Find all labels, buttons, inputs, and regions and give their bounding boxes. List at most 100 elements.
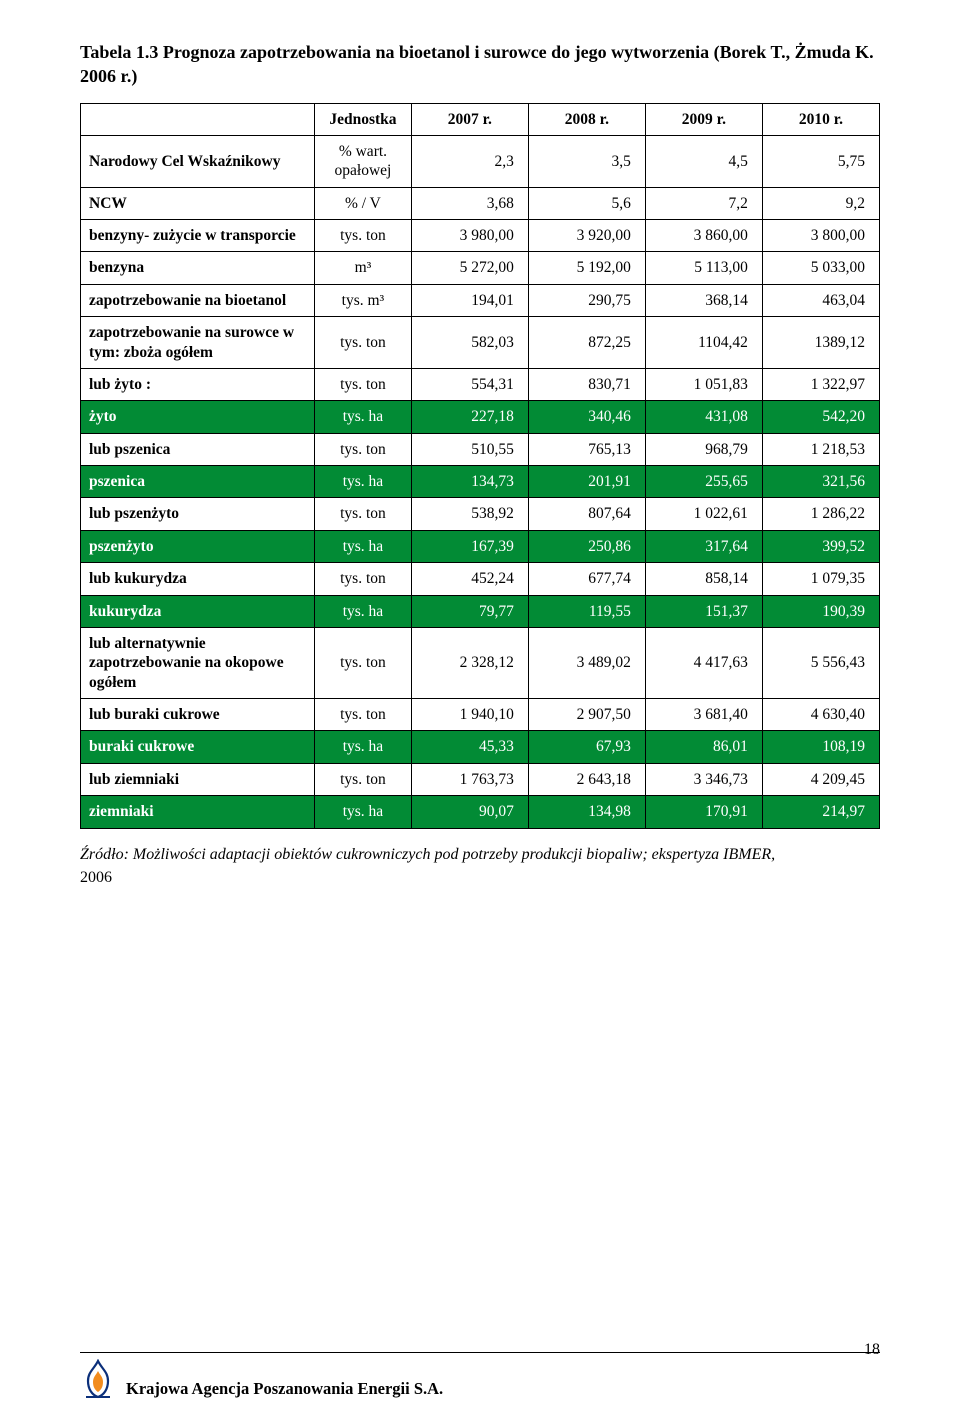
- row-label: lub buraki cukrowe: [81, 699, 315, 731]
- row-unit: tys. ton: [315, 368, 412, 400]
- row-value: 2 328,12: [411, 627, 528, 698]
- row-label: benzyna: [81, 252, 315, 284]
- row-value: 2,3: [411, 135, 528, 187]
- row-label: żyto: [81, 401, 315, 433]
- row-value: 5 556,43: [762, 627, 879, 698]
- row-value: 968,79: [645, 433, 762, 465]
- row-value: 167,39: [411, 530, 528, 562]
- table-row: benzynam³5 272,005 192,005 113,005 033,0…: [81, 252, 880, 284]
- row-value: 86,01: [645, 731, 762, 763]
- row-value: 321,56: [762, 466, 879, 498]
- row-value: 807,64: [528, 498, 645, 530]
- row-value: 134,73: [411, 466, 528, 498]
- row-value: 5 192,00: [528, 252, 645, 284]
- row-value: 1 286,22: [762, 498, 879, 530]
- row-label: Narodowy Cel Wskaźnikowy: [81, 135, 315, 187]
- row-label: ziemniaki: [81, 796, 315, 828]
- row-value: 214,97: [762, 796, 879, 828]
- row-value: 1 218,53: [762, 433, 879, 465]
- row-unit: % wart. opałowej: [315, 135, 412, 187]
- row-unit: % / V: [315, 187, 412, 219]
- row-unit: tys. ha: [315, 796, 412, 828]
- row-value: 108,19: [762, 731, 879, 763]
- row-value: 463,04: [762, 284, 879, 316]
- row-value: 119,55: [528, 595, 645, 627]
- row-label: buraki cukrowe: [81, 731, 315, 763]
- table-row: pszenżytotys. ha167,39250,86317,64399,52: [81, 530, 880, 562]
- row-value: 201,91: [528, 466, 645, 498]
- row-value: 1 322,97: [762, 368, 879, 400]
- row-value: 67,93: [528, 731, 645, 763]
- row-value: 5 113,00: [645, 252, 762, 284]
- row-unit: tys. ton: [315, 317, 412, 369]
- row-value: 1104,42: [645, 317, 762, 369]
- row-unit: tys. ton: [315, 563, 412, 595]
- row-unit: tys. ton: [315, 763, 412, 795]
- row-label: lub pszenica: [81, 433, 315, 465]
- row-value: 677,74: [528, 563, 645, 595]
- table-row: zapotrzebowanie na surowce w tym: zboża …: [81, 317, 880, 369]
- row-label: lub żyto :: [81, 368, 315, 400]
- row-value: 3,68: [411, 187, 528, 219]
- source-note: Źródło: Możliwości adaptacji obiektów cu…: [80, 843, 880, 889]
- row-value: 542,20: [762, 401, 879, 433]
- table-title: Tabela 1.3 Prognoza zapotrzebowania na b…: [80, 40, 880, 89]
- row-unit: tys. ton: [315, 699, 412, 731]
- row-value: 368,14: [645, 284, 762, 316]
- table-row: benzyny- zużycie w transporcietys. ton3 …: [81, 220, 880, 252]
- table-row: lub żyto :tys. ton554,31830,711 051,831 …: [81, 368, 880, 400]
- footer-divider: [80, 1352, 880, 1353]
- row-value: 170,91: [645, 796, 762, 828]
- header-year-2009: 2009 r.: [645, 103, 762, 135]
- row-value: 194,01: [411, 284, 528, 316]
- row-value: 134,98: [528, 796, 645, 828]
- row-value: 4 209,45: [762, 763, 879, 795]
- row-label: lub kukurydza: [81, 563, 315, 595]
- row-unit: m³: [315, 252, 412, 284]
- row-value: 452,24: [411, 563, 528, 595]
- table-row: lub pszenicatys. ton510,55765,13968,791 …: [81, 433, 880, 465]
- row-value: 151,37: [645, 595, 762, 627]
- row-value: 1 079,35: [762, 563, 879, 595]
- row-value: 872,25: [528, 317, 645, 369]
- row-value: 5,6: [528, 187, 645, 219]
- table-row: kukurydzatys. ha79,77119,55151,37190,39: [81, 595, 880, 627]
- row-value: 830,71: [528, 368, 645, 400]
- row-unit: tys. ha: [315, 595, 412, 627]
- header-unit: Jednostka: [315, 103, 412, 135]
- row-value: 5,75: [762, 135, 879, 187]
- row-value: 4 630,40: [762, 699, 879, 731]
- row-value: 4,5: [645, 135, 762, 187]
- forecast-table: Jednostka 2007 r. 2008 r. 2009 r. 2010 r…: [80, 103, 880, 829]
- row-value: 340,46: [528, 401, 645, 433]
- row-value: 554,31: [411, 368, 528, 400]
- row-value: 3,5: [528, 135, 645, 187]
- row-value: 45,33: [411, 731, 528, 763]
- table-row: żytotys. ha227,18340,46431,08542,20: [81, 401, 880, 433]
- row-label: lub ziemniaki: [81, 763, 315, 795]
- table-row: lub pszenżytotys. ton538,92807,641 022,6…: [81, 498, 880, 530]
- table-row: buraki cukrowetys. ha45,3367,9386,01108,…: [81, 731, 880, 763]
- table-row: lub ziemniakitys. ton1 763,732 643,183 3…: [81, 763, 880, 795]
- header-year-2010: 2010 r.: [762, 103, 879, 135]
- row-value: 1389,12: [762, 317, 879, 369]
- row-label: lub pszenżyto: [81, 498, 315, 530]
- row-value: 255,65: [645, 466, 762, 498]
- row-value: 7,2: [645, 187, 762, 219]
- row-unit: tys. ha: [315, 731, 412, 763]
- row-value: 399,52: [762, 530, 879, 562]
- row-label: benzyny- zużycie w transporcie: [81, 220, 315, 252]
- row-value: 79,77: [411, 595, 528, 627]
- row-label: pszenżyto: [81, 530, 315, 562]
- flame-icon: [80, 1359, 116, 1399]
- row-label: lub alternatywnie zapotrzebowanie na oko…: [81, 627, 315, 698]
- row-value: 582,03: [411, 317, 528, 369]
- row-value: 227,18: [411, 401, 528, 433]
- row-value: 3 489,02: [528, 627, 645, 698]
- row-value: 5 033,00: [762, 252, 879, 284]
- row-unit: tys. ha: [315, 401, 412, 433]
- row-label: zapotrzebowanie na surowce w tym: zboża …: [81, 317, 315, 369]
- row-value: 250,86: [528, 530, 645, 562]
- source-year: 2006: [80, 869, 112, 886]
- page-footer: Krajowa Agencja Poszanowania Energii S.A…: [80, 1348, 880, 1399]
